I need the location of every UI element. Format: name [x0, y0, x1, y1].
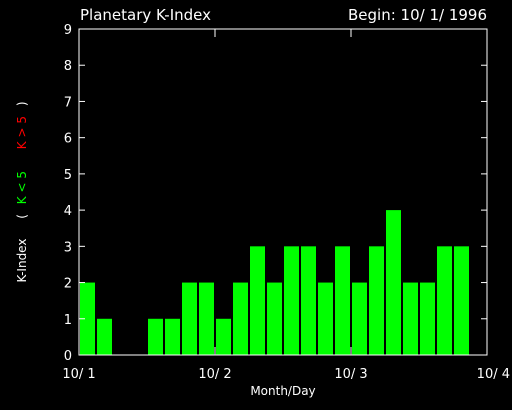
bar: [80, 282, 95, 355]
bar: [437, 246, 452, 355]
y-tick-label: 8: [64, 59, 72, 74]
bar: [284, 246, 299, 355]
y-tick-label: 3: [64, 240, 72, 255]
bar: [182, 282, 197, 355]
bar: [250, 246, 265, 355]
y-tick-label: 9: [64, 23, 72, 38]
y-tick-label: 7: [64, 95, 72, 110]
x-tick-label: 10/ 2: [198, 367, 231, 382]
y-tick-label: 2: [64, 277, 72, 292]
y-axis-label-high: K > 5: [15, 116, 29, 149]
plot-frame: [78, 28, 488, 356]
y-tick-label: 4: [64, 204, 72, 219]
y-tick-label: 5: [64, 168, 72, 183]
x-tick-label: 10/ 1: [62, 367, 95, 382]
y-axis-label: K-Index ( K < 5 K > 5 ): [15, 101, 29, 282]
bar: [148, 318, 163, 355]
bar: [97, 318, 112, 355]
bar: [165, 318, 180, 355]
bar: [386, 210, 401, 355]
y-axis-label-open: (: [15, 214, 29, 219]
bar: [335, 246, 350, 355]
bar: [420, 282, 435, 355]
x-axis-label: Month/Day: [250, 384, 315, 398]
y-axis-label-low: K < 5: [15, 171, 29, 204]
y-tick-label: 1: [64, 313, 72, 328]
bar: [267, 282, 282, 355]
bar: [199, 282, 214, 355]
y-axis-label-main: K-Index: [15, 239, 29, 283]
chart-title: Planetary K-Index: [80, 6, 211, 24]
x-tick-label: 10/ 3: [334, 367, 367, 382]
bar: [403, 282, 418, 355]
y-tick-label: 0: [64, 349, 72, 364]
bars-group: [80, 210, 469, 355]
bar: [301, 246, 316, 355]
bar: [369, 246, 384, 355]
bar: [216, 318, 231, 355]
y-axis-label-close: ): [15, 101, 29, 106]
bar: [318, 282, 333, 355]
chart-subtitle: Begin: 10/ 1/ 1996: [348, 6, 487, 24]
y-tick-label: 6: [64, 132, 72, 147]
bar: [352, 282, 367, 355]
bar: [454, 246, 469, 355]
bar: [233, 282, 248, 355]
x-tick-label: 10/ 4: [477, 367, 510, 382]
